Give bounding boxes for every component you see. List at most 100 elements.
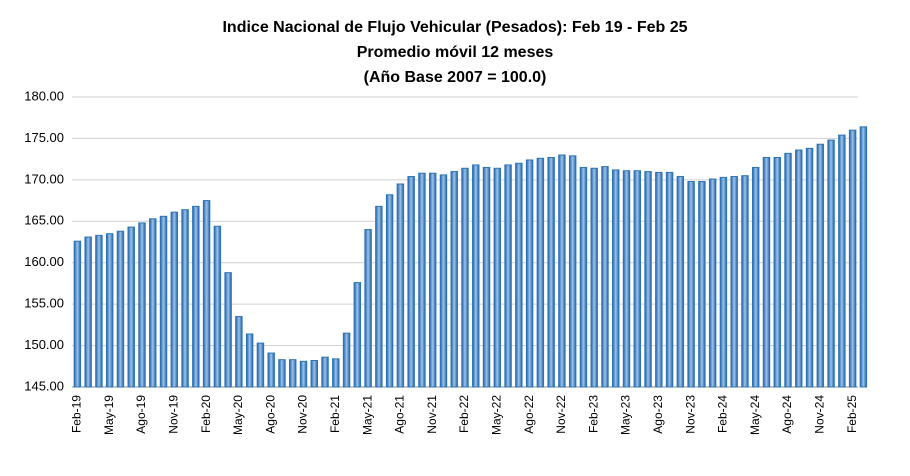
bar bbox=[590, 167, 598, 388]
chart-title: Promedio móvil 12 meses bbox=[357, 44, 554, 61]
bar bbox=[138, 222, 146, 388]
x-tick-label: Nov-24 bbox=[812, 395, 826, 434]
bar bbox=[288, 359, 297, 388]
bar bbox=[396, 183, 405, 388]
x-tick-label: Feb-25 bbox=[845, 395, 859, 433]
bar bbox=[601, 166, 609, 388]
bar bbox=[245, 333, 254, 388]
x-tick-label: Ago-22 bbox=[522, 395, 536, 434]
bar bbox=[461, 167, 469, 388]
bar bbox=[708, 178, 717, 388]
x-tick-label: May-22 bbox=[489, 395, 503, 435]
bar bbox=[568, 155, 577, 388]
bar bbox=[439, 174, 448, 388]
y-tick-label: 175.00 bbox=[24, 130, 64, 145]
bar bbox=[472, 164, 480, 388]
x-tick-label: May-20 bbox=[231, 395, 245, 435]
x-tick-label: Ago-24 bbox=[780, 395, 794, 434]
bar bbox=[127, 226, 135, 388]
x-tick-label: Ago-19 bbox=[134, 395, 148, 434]
bar bbox=[364, 229, 372, 388]
bar bbox=[407, 176, 415, 388]
bar bbox=[428, 172, 437, 388]
x-tick-label: Feb-21 bbox=[328, 395, 342, 433]
x-tick-label: Nov-20 bbox=[296, 395, 310, 434]
x-tick-label: Nov-21 bbox=[425, 395, 439, 434]
bar bbox=[202, 200, 211, 388]
bar bbox=[224, 272, 232, 388]
x-tick-label: May-19 bbox=[102, 395, 116, 435]
y-tick-label: 160.00 bbox=[24, 254, 64, 269]
bar bbox=[310, 359, 318, 388]
bar bbox=[848, 129, 857, 388]
x-tick-label: Feb-23 bbox=[586, 395, 600, 433]
bar bbox=[504, 164, 512, 388]
y-tick-label: 180.00 bbox=[24, 88, 64, 103]
bar bbox=[558, 154, 566, 388]
bar bbox=[773, 156, 781, 388]
bar bbox=[665, 171, 674, 388]
bar bbox=[84, 236, 92, 388]
bar bbox=[655, 171, 663, 388]
bar bbox=[719, 176, 728, 388]
bar bbox=[741, 175, 749, 388]
bar bbox=[859, 126, 868, 388]
bar bbox=[105, 233, 114, 388]
x-tick-label: Nov-19 bbox=[166, 395, 180, 434]
x-tick-label: Ago-20 bbox=[263, 395, 277, 434]
bar bbox=[321, 356, 329, 388]
bar bbox=[73, 240, 82, 388]
bar bbox=[181, 209, 189, 388]
bar bbox=[633, 170, 642, 388]
bar bbox=[730, 176, 738, 388]
bar bbox=[353, 282, 362, 388]
bar bbox=[622, 170, 631, 388]
bar bbox=[827, 139, 835, 388]
y-tick-label: 165.00 bbox=[24, 213, 64, 228]
bar bbox=[149, 218, 157, 388]
bar bbox=[192, 205, 200, 388]
x-tick-label: May-24 bbox=[748, 395, 762, 435]
bar bbox=[235, 316, 243, 388]
bar bbox=[784, 152, 792, 388]
bar bbox=[687, 181, 695, 388]
bar bbox=[159, 215, 168, 388]
bar bbox=[450, 171, 458, 388]
bar bbox=[116, 230, 125, 388]
bar bbox=[267, 352, 275, 388]
x-tick-label: Feb-24 bbox=[716, 395, 730, 433]
bar bbox=[482, 166, 491, 388]
y-tick-label: 145.00 bbox=[24, 378, 64, 393]
bar bbox=[536, 157, 545, 388]
x-tick-label: Ago-23 bbox=[651, 395, 665, 434]
bar bbox=[385, 194, 394, 388]
x-tick-label: Feb-19 bbox=[70, 395, 84, 433]
bar bbox=[816, 143, 825, 388]
bar bbox=[95, 234, 103, 388]
bar bbox=[493, 167, 502, 388]
bar bbox=[698, 181, 706, 388]
bar bbox=[213, 225, 222, 388]
x-tick-label: May-23 bbox=[619, 395, 633, 435]
x-tick-label: Feb-20 bbox=[199, 395, 213, 433]
bar bbox=[751, 166, 760, 388]
x-tick-label: May-21 bbox=[360, 395, 374, 435]
bar bbox=[525, 159, 534, 388]
bar bbox=[805, 147, 814, 388]
bar bbox=[515, 162, 523, 388]
bar bbox=[838, 134, 846, 388]
bar bbox=[795, 149, 803, 388]
chart-title: Indice Nacional de Flujo Vehicular (Pesa… bbox=[222, 19, 687, 36]
x-tick-label: Nov-22 bbox=[554, 395, 568, 434]
bar bbox=[547, 156, 555, 388]
y-tick-label: 155.00 bbox=[24, 296, 64, 311]
bar bbox=[676, 176, 685, 388]
x-tick-label: Nov-23 bbox=[683, 395, 697, 434]
bar bbox=[579, 166, 588, 388]
bar bbox=[256, 342, 265, 388]
bar bbox=[299, 360, 308, 388]
bar bbox=[418, 172, 426, 388]
bar bbox=[612, 169, 620, 388]
y-tick-label: 170.00 bbox=[24, 171, 64, 186]
bar bbox=[332, 358, 340, 388]
